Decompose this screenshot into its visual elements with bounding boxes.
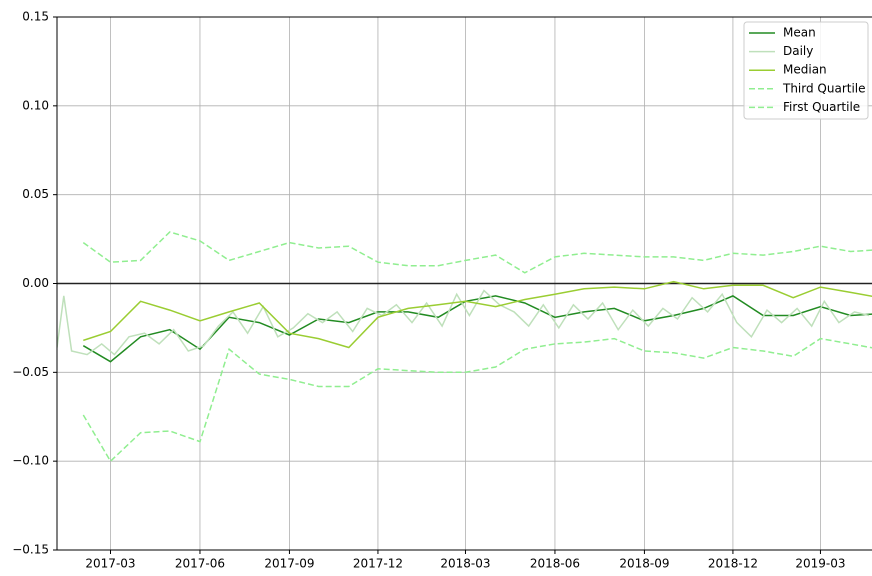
- legend-label: Mean: [783, 26, 816, 40]
- legend-label: Third Quartile: [782, 81, 866, 95]
- y-tick-label: −0.15: [12, 543, 49, 557]
- series-line: [82, 337, 872, 463]
- legend-label: First Quartile: [783, 100, 860, 114]
- x-tick-label: 2017-03: [85, 557, 135, 571]
- x-tick-label: 2018-12: [708, 557, 758, 571]
- x-tick-label: 2018-06: [530, 557, 580, 571]
- legend-label: Daily: [783, 44, 813, 58]
- x-tick-label: 2017-06: [175, 557, 225, 571]
- x-tick-label: 2019-03: [795, 557, 845, 571]
- y-tick-label: 0.05: [22, 187, 49, 201]
- x-tick-label: 2018-09: [619, 557, 669, 571]
- plot-area: [57, 231, 872, 463]
- y-tick-label: 0.15: [22, 10, 49, 24]
- series-line: [82, 231, 872, 274]
- series-line: [57, 289, 870, 356]
- y-tick-label: −0.05: [12, 365, 49, 379]
- legend: Mean Daily Median Third Quartile First Quart…: [743, 21, 869, 120]
- series-line: [82, 295, 872, 363]
- x-tick-label: 2017-12: [353, 557, 403, 571]
- x-tick-label: 2017-09: [264, 557, 314, 571]
- axes: −0.15 −0.10 −0.05 0.00 0.05 0.10 0.15 2017-03 20…: [12, 10, 872, 571]
- legend-label: Median: [783, 63, 827, 77]
- x-tick-label: 2018-03: [440, 557, 490, 571]
- legend-box: [743, 21, 869, 120]
- series-line: [83, 280, 872, 349]
- y-tick-label: 0.00: [22, 276, 49, 290]
- y-tick-label: −0.10: [12, 454, 49, 468]
- y-tick-label: 0.10: [22, 98, 49, 112]
